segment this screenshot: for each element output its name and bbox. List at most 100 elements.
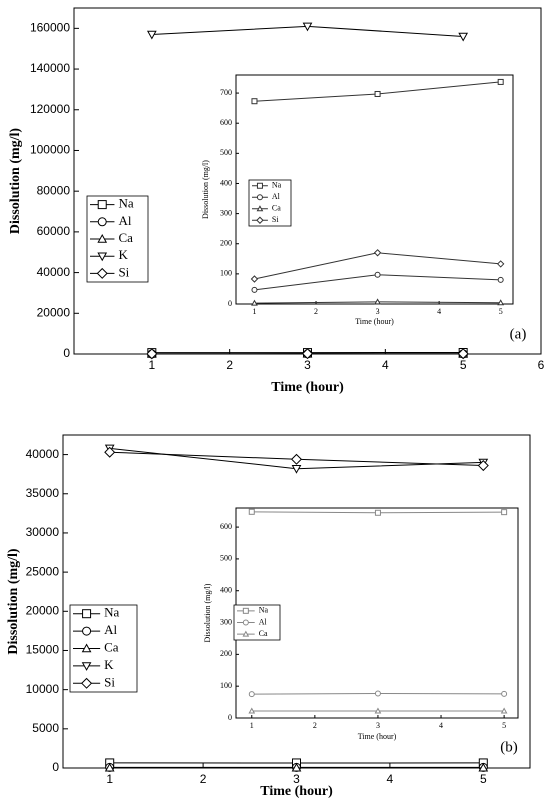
- y-tick-label: 0: [228, 299, 232, 308]
- y-tick-label: 200: [220, 239, 232, 248]
- legend-marker: [97, 233, 108, 243]
- x-tick-label: 3: [293, 772, 300, 786]
- x-tick-label: 2: [314, 307, 318, 316]
- data-point: [251, 98, 258, 105]
- legend-label: Si: [104, 674, 115, 689]
- y-tick-label: 300: [220, 208, 232, 217]
- legend-marker: [81, 662, 92, 671]
- legend-label: Na: [272, 181, 282, 190]
- legend-marker: [97, 200, 107, 210]
- y-tick-label: 25000: [26, 564, 60, 578]
- legend-marker: [96, 267, 108, 279]
- legend-marker: [242, 607, 249, 614]
- y-tick-label: 500: [220, 148, 232, 157]
- data-point: [374, 90, 381, 97]
- data-point: [248, 707, 256, 714]
- data-point: [104, 762, 115, 772]
- data-point: [104, 446, 116, 458]
- data-point: [301, 348, 314, 360]
- data-point: [291, 464, 302, 474]
- y-tick-label: 60000: [37, 224, 71, 238]
- y-tick-label: 30000: [26, 525, 60, 539]
- y-tick-label: 80000: [37, 183, 71, 197]
- x-tick-label: 3: [304, 358, 311, 372]
- legend-marker: [256, 205, 264, 212]
- y-tick-label: 100000: [30, 143, 70, 157]
- data-point: [457, 348, 469, 360]
- y-tick-label: 700: [220, 88, 232, 97]
- legend-marker: [242, 630, 250, 637]
- y-tick-label: 200: [220, 649, 232, 658]
- data-point: [497, 78, 504, 85]
- data-point: [458, 32, 469, 42]
- data-point: [250, 275, 259, 283]
- x-tick-label: 4: [439, 721, 443, 730]
- y-axis-label: Dissolution (mg/l): [6, 548, 21, 655]
- data-point: [146, 30, 157, 40]
- y-axis-label: Dissolution (mg/l): [201, 160, 210, 219]
- data-point: [248, 691, 255, 698]
- y-tick-label: 20000: [37, 305, 71, 319]
- x-tick-label: 1: [252, 307, 256, 316]
- y-tick-label: 160000: [30, 21, 70, 35]
- y-axis-label: Dissolution (mg/l): [203, 583, 212, 642]
- y-tick-label: 100: [220, 681, 232, 690]
- legend-label: K: [104, 657, 114, 672]
- y-tick-label: 40000: [26, 447, 60, 461]
- data-point: [374, 271, 381, 278]
- legend-marker: [82, 609, 92, 619]
- x-tick-label: 6: [538, 358, 545, 372]
- x-tick-label: 2: [200, 772, 207, 786]
- legend-label: Na: [259, 606, 269, 615]
- legend-label: Si: [118, 264, 129, 279]
- y-tick-label: 600: [220, 118, 232, 127]
- data-point: [477, 460, 489, 472]
- x-tick-label: 4: [382, 358, 389, 372]
- y-tick-label: 300: [220, 617, 232, 626]
- x-tick-label: 4: [437, 307, 441, 316]
- legend-marker: [256, 182, 263, 189]
- y-tick-label: 600: [220, 522, 232, 531]
- data-point: [374, 509, 381, 516]
- data-point: [248, 508, 255, 515]
- y-tick-label: 20000: [26, 603, 60, 617]
- legend-label: K: [118, 247, 128, 262]
- x-axis-label: Time (hour): [271, 380, 344, 395]
- data-point: [374, 298, 381, 305]
- legend-label: Al: [104, 622, 117, 637]
- y-tick-label: 0: [228, 713, 232, 722]
- x-tick-label: 3: [376, 307, 380, 316]
- legend-marker: [256, 194, 263, 201]
- data-point: [501, 690, 508, 697]
- data-point: [478, 762, 489, 772]
- legend-label: Al: [272, 192, 281, 201]
- data-point: [374, 690, 381, 697]
- y-axis-label: Dissolution (mg/l): [8, 128, 23, 235]
- y-tick-label: 40000: [37, 265, 71, 279]
- data-point: [496, 260, 505, 268]
- data-point: [501, 509, 508, 516]
- legend-label: Al: [118, 213, 131, 228]
- legend-marker: [81, 677, 93, 689]
- legend-box: [248, 179, 292, 227]
- x-axis-label: Time (hour): [355, 317, 394, 326]
- x-tick-label: 4: [387, 772, 394, 786]
- data-point: [251, 299, 258, 306]
- data-point: [291, 762, 302, 772]
- annotation: (b): [500, 739, 518, 755]
- data-point: [251, 286, 258, 293]
- x-tick-label: 2: [226, 358, 233, 372]
- x-tick-label: 1: [250, 721, 254, 730]
- x-tick-label: 5: [499, 307, 503, 316]
- y-tick-label: 0: [63, 346, 70, 360]
- y-tick-label: 400: [220, 586, 232, 595]
- data-point: [497, 276, 504, 283]
- y-tick-label: 5000: [32, 721, 59, 735]
- data-point: [373, 249, 382, 257]
- x-axis-label: Time (hour): [260, 784, 333, 799]
- annotation: (a): [510, 326, 527, 342]
- y-tick-label: 100: [220, 269, 232, 278]
- y-tick-label: 140000: [30, 61, 70, 75]
